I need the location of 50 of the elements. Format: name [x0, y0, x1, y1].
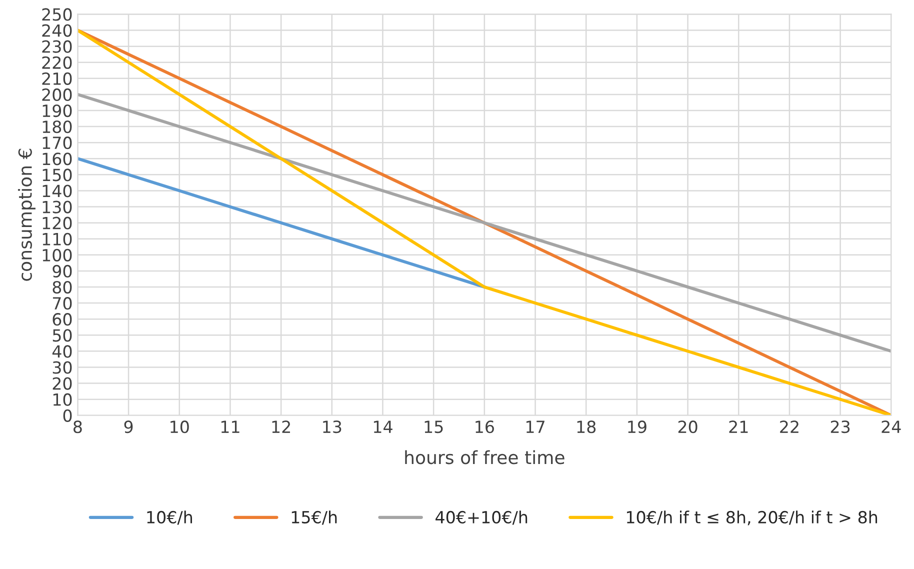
x-tick-label: 23 — [830, 420, 850, 434]
y-tick-label: 200 — [42, 88, 72, 102]
y-tick-label: 80 — [52, 280, 72, 294]
y-tick-label: 160 — [42, 152, 72, 166]
y-tick-label: 140 — [42, 184, 72, 198]
y-tick-label: 60 — [52, 313, 72, 326]
y-tick-label: 220 — [42, 56, 72, 69]
y-tick-label: 110 — [42, 232, 72, 246]
y-tick-label: 20 — [52, 377, 72, 390]
x-tick-label: 24 — [882, 420, 901, 433]
y-tick-label: 0 — [63, 409, 72, 422]
y-tick-label: 50 — [52, 329, 72, 342]
y-tick-label: 10 — [53, 393, 72, 406]
y-tick-label: 130 — [42, 200, 72, 214]
x-tick-label: 17 — [526, 420, 544, 433]
x-tick-label: 20 — [678, 420, 698, 434]
y-tick-label: 150 — [42, 168, 72, 182]
x-tick-label: 12 — [272, 420, 290, 433]
y-tick-label: 250 — [42, 8, 72, 21]
y-tick-label: 120 — [42, 216, 72, 230]
y-tick-label: 230 — [42, 40, 72, 53]
y-tick-label: 100 — [42, 248, 72, 262]
x-tick-label: 14 — [374, 420, 392, 433]
line-series — [78, 92, 892, 353]
y-tick-label: 40 — [52, 345, 72, 358]
x-tick-label: 10 — [170, 420, 189, 434]
legend-label: 10€/h — [147, 510, 192, 525]
x-tick-label: 13 — [323, 420, 342, 434]
y-tick-label: 240 — [42, 24, 72, 37]
y-tick-label: 90 — [52, 264, 72, 278]
x-tick-label: 22 — [780, 420, 798, 433]
y-tick-label: 70 — [52, 297, 72, 310]
legend-label: 15€/h — [292, 510, 337, 525]
y-tick-label: 180 — [42, 120, 72, 134]
y-tick-label: 190 — [42, 104, 72, 118]
y-tick-label: 170 — [42, 136, 72, 150]
x-tick-label: 15 — [424, 420, 443, 434]
x-tick-label: 8 — [74, 420, 82, 434]
y-axis-title: consumption € — [18, 148, 36, 281]
legend-label: 40€+10€/h — [436, 510, 528, 525]
legend-label: 10€/h if t ≤ 8h, 20€/h if t > 8h — [626, 510, 878, 526]
x-tick-label: 19 — [628, 420, 646, 434]
y-tick-label: 210 — [42, 72, 72, 85]
x-tick-label: 21 — [729, 420, 748, 433]
x-tick-label: 16 — [476, 420, 494, 434]
x-tick-label: 18 — [577, 420, 596, 434]
x-tick-label: 9 — [124, 420, 133, 434]
x-axis-title: hours of free time — [405, 450, 564, 464]
y-tick-label: 30 — [52, 361, 72, 374]
x-tick-label: 11 — [221, 420, 240, 433]
